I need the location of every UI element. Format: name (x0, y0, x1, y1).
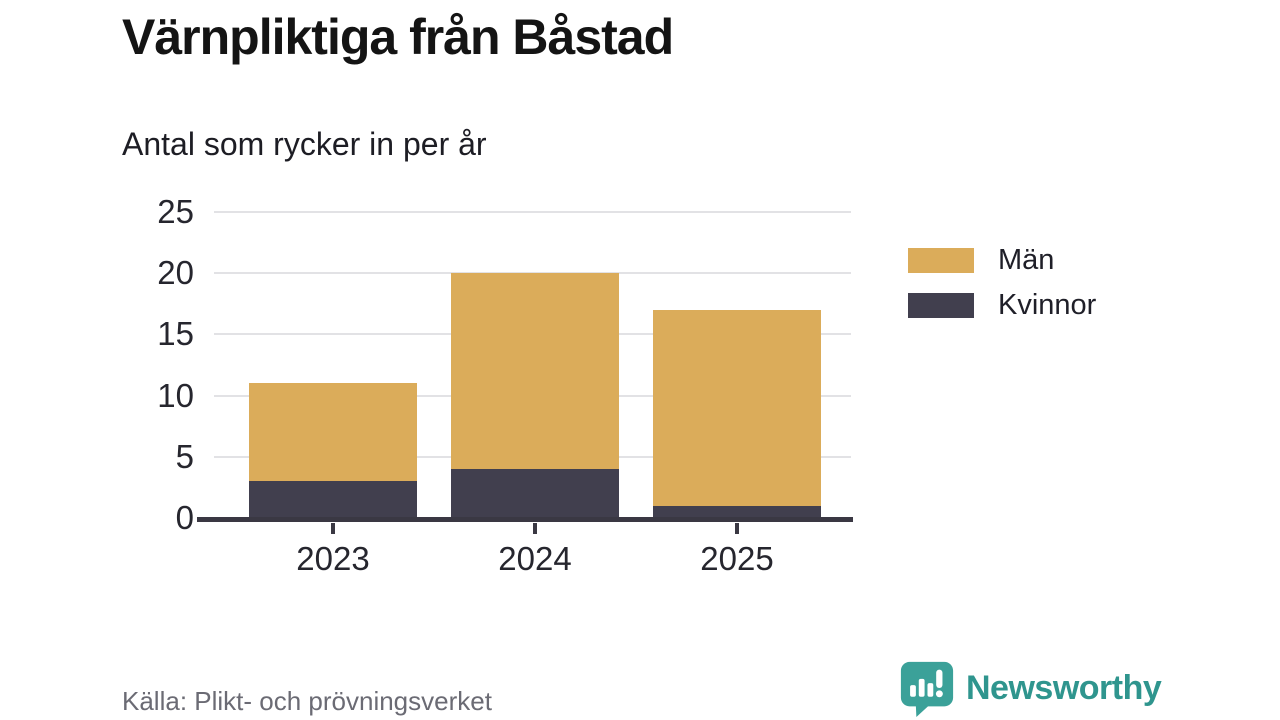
gridline (214, 272, 851, 275)
bar-segment-kvinnor-2025 (653, 505, 821, 518)
y-axis-tick-label: 5 (175, 437, 194, 475)
y-axis-tick-label: 25 (157, 193, 194, 230)
x-axis-tick-label: 2024 (498, 540, 572, 577)
y-axis-tick-label: 0 (175, 499, 194, 536)
legend-swatch-kvinnor (908, 293, 974, 318)
x-axis-line (197, 517, 853, 522)
legend-item-kvinnor: Kvinnor (908, 283, 1096, 328)
x-axis-tick-label: 2023 (296, 540, 370, 577)
x-axis-tick (533, 523, 537, 534)
legend-item-män: Män (908, 238, 1096, 283)
brand-name: Newsworthy (966, 668, 1162, 707)
legend-label: Kvinnor (998, 289, 1097, 321)
bar-segment-män-2025 (653, 309, 821, 506)
x-axis-tick-label: 2025 (700, 540, 774, 577)
bar-segment-kvinnor-2023 (249, 481, 417, 518)
legend-label: Män (998, 244, 1055, 276)
newsworthy-icon (900, 661, 954, 717)
chart-title: Värnpliktiga från Båstad (122, 9, 674, 65)
legend: Män Kvinnor (908, 238, 1096, 328)
chart-subtitle: Antal som rycker in per år (122, 126, 487, 162)
brand-logo: Newsworthy (898, 659, 1162, 717)
source-note: Källa: Plikt- och prövningsverket (122, 686, 492, 716)
y-axis-tick-label: 15 (157, 315, 194, 353)
bar-segment-män-2023 (249, 383, 417, 482)
bar-segment-män-2024 (451, 273, 619, 470)
plot-area: 0 5 10 15 20 25 2023 2024 2025 (157, 194, 853, 577)
bar-segment-kvinnor-2024 (451, 469, 619, 518)
y-axis-tick-label: 20 (157, 254, 194, 292)
legend-swatch-män (908, 248, 974, 273)
x-axis-tick (331, 523, 335, 534)
y-axis-tick-label: 10 (157, 376, 194, 414)
x-axis-tick (735, 523, 739, 534)
gridline (214, 211, 851, 213)
